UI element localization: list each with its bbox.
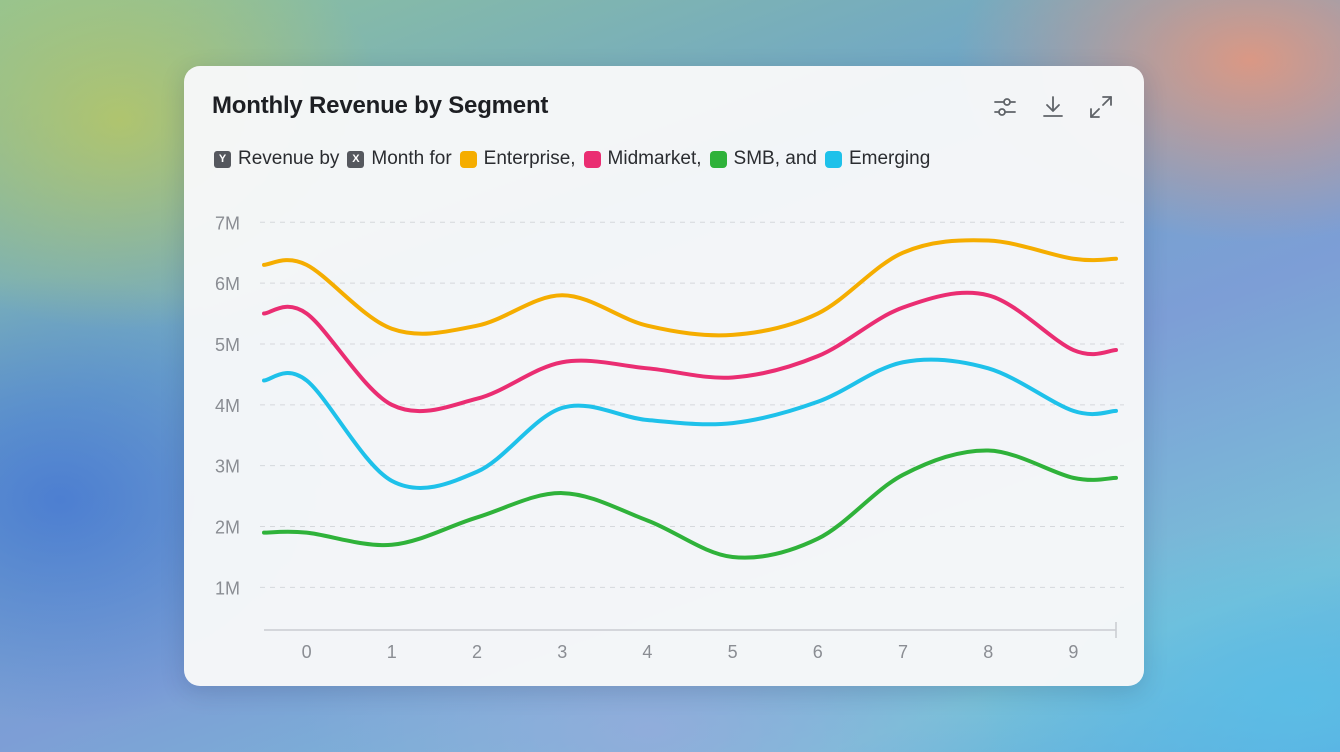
emerging-swatch bbox=[824, 150, 842, 168]
chart-toolbar bbox=[988, 92, 1118, 122]
x-tick-label: 7 bbox=[898, 642, 908, 662]
series-line-emerging bbox=[262, 357, 1118, 490]
expand-icon bbox=[1090, 96, 1112, 118]
x-tick-label: 5 bbox=[728, 642, 738, 662]
series-line-smb bbox=[262, 448, 1118, 560]
x-tick-label: 0 bbox=[302, 642, 312, 662]
download-icon bbox=[1043, 96, 1063, 117]
series-line-enterprise bbox=[262, 238, 1118, 338]
chart-card: Monthly Revenue by Segment Y Revenue by … bbox=[184, 66, 1144, 686]
download-button[interactable] bbox=[1036, 92, 1070, 122]
y-tick-label: 6M bbox=[215, 274, 240, 294]
midmarket-swatch bbox=[583, 150, 601, 168]
x-tick-label: 4 bbox=[642, 642, 652, 662]
legend-label-enterprise: Enterprise, bbox=[483, 148, 576, 169]
smb-swatch bbox=[709, 150, 727, 168]
x-tick-label: 8 bbox=[983, 642, 993, 662]
chart-legend: Y Revenue by X Month for Enterprise, Mid… bbox=[214, 148, 938, 170]
enterprise-swatch bbox=[459, 150, 477, 168]
legend-label-emerging: Emerging bbox=[848, 148, 931, 169]
series-line-midmarket bbox=[262, 290, 1118, 414]
line-chart: 1M 2M 3M 4M 5M 6M 7M 0 1 2 3 4 5 6 7 8 9 bbox=[215, 213, 1124, 662]
y-tick-label: 5M bbox=[215, 335, 240, 355]
chart-title: Monthly Revenue by Segment bbox=[212, 92, 549, 119]
expand-button[interactable] bbox=[1084, 92, 1118, 122]
y-tick-label: 4M bbox=[215, 396, 240, 416]
y-tick-label: 3M bbox=[215, 457, 240, 477]
y-tick-label: 2M bbox=[215, 518, 240, 538]
y-axis-legend-text: Revenue by bbox=[238, 148, 340, 169]
legend-label-midmarket: Midmarket, bbox=[607, 148, 702, 169]
legend-item-emerging[interactable]: Emerging bbox=[824, 148, 938, 170]
y-tick-label: 7M bbox=[215, 213, 240, 233]
legend-item-smb[interactable]: SMB, and bbox=[709, 148, 825, 170]
y-axis-key-badge: Y bbox=[214, 150, 231, 168]
legend-item-enterprise[interactable]: Enterprise, bbox=[459, 148, 584, 170]
x-axis-key-badge: X bbox=[347, 150, 365, 168]
sliders-icon bbox=[994, 98, 1016, 116]
x-axis-legend-text: Month for bbox=[371, 148, 452, 169]
x-tick-label: 9 bbox=[1068, 642, 1078, 662]
x-tick-label: 2 bbox=[472, 642, 482, 662]
legend-item-midmarket[interactable]: Midmarket, bbox=[583, 148, 710, 170]
x-tick-label: 6 bbox=[813, 642, 823, 662]
legend-label-smb: SMB, and bbox=[733, 148, 817, 169]
y-tick-label: 1M bbox=[215, 578, 240, 598]
filter-settings-button[interactable] bbox=[988, 92, 1022, 122]
x-tick-label: 3 bbox=[557, 642, 567, 662]
x-tick-label: 1 bbox=[387, 642, 397, 662]
